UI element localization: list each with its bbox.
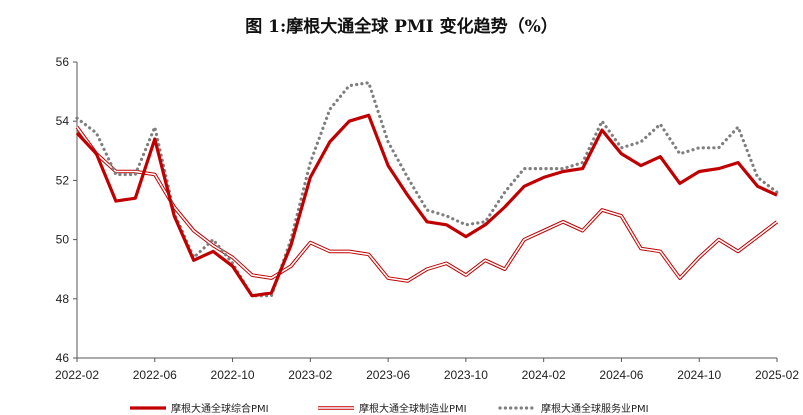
- series-line: [75, 113, 778, 298]
- series-composite: [75, 113, 778, 298]
- x-tick-label: 2022-10: [211, 368, 255, 382]
- y-tick-label: 48: [56, 292, 70, 306]
- legend: 摩根大通全球综合PMI 摩根大通全球制造业PMI 摩根大通全球服务业PMI: [130, 402, 649, 415]
- series-line: [75, 81, 779, 298]
- legend-label: 摩根大通全球综合PMI: [171, 402, 269, 415]
- x-tick-label: 2023-06: [366, 368, 410, 382]
- legend-label: 摩根大通全球服务业PMI: [541, 402, 649, 415]
- x-tick-label: 2022-02: [55, 368, 99, 382]
- series-manufacturing: [75, 126, 779, 283]
- y-tick-label: 50: [56, 233, 70, 247]
- x-tick-label: 2025-02: [755, 368, 799, 382]
- series-services: [75, 81, 779, 298]
- x-tick-label: 2023-10: [444, 368, 488, 382]
- x-tick-label: 2022-06: [133, 368, 177, 382]
- x-tick-label: 2024-06: [599, 368, 643, 382]
- legend-item: 摩根大通全球制造业PMI: [318, 402, 467, 415]
- x-tick-label: 2024-10: [677, 368, 721, 382]
- x-tick-label: 2024-02: [522, 368, 566, 382]
- x-tick-label: 2023-02: [288, 368, 332, 382]
- y-tick-label: 54: [56, 114, 70, 128]
- series-layer: [75, 81, 779, 298]
- legend-label: 摩根大通全球制造业PMI: [359, 402, 467, 415]
- chart-title: 图 1:摩根大通全球 PMI 变化趋势（%）: [245, 17, 558, 37]
- y-tick-label: 56: [56, 55, 70, 69]
- y-tick-label: 46: [56, 351, 70, 365]
- legend-item: 摩根大通全球服务业PMI: [498, 402, 649, 415]
- series-line-outer: [75, 126, 779, 283]
- y-tick-label: 52: [56, 173, 70, 187]
- series-line-inner: [76, 126, 778, 282]
- legend-item: 摩根大通全球综合PMI: [130, 402, 269, 415]
- axes: 46 48 50 52 54 56 2022-02 2022-06 2022-10 2023-02…: [55, 55, 799, 382]
